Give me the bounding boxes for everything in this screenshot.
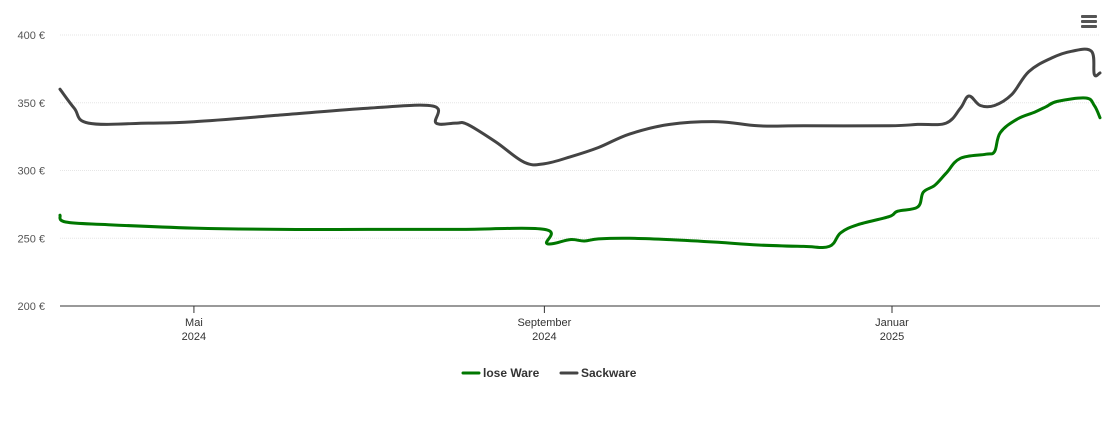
y-tick-label: 300 € — [17, 166, 45, 178]
gridlines — [60, 34, 1100, 239]
legend-label: lose Ware — [483, 366, 540, 380]
y-axis: 200 € 250 € 300 € 350 € 400 € — [17, 30, 45, 313]
x-tick-year: 2024 — [532, 331, 556, 343]
x-tick-year: 2024 — [182, 331, 206, 343]
hamburger-menu-icon[interactable] — [1078, 10, 1100, 32]
legend: lose Ware Sackware — [461, 366, 637, 380]
series-line-lose-ware — [58, 96, 1102, 250]
series-lines — [58, 47, 1102, 250]
y-tick-label: 400 € — [17, 30, 45, 42]
y-tick-label: 350 € — [17, 98, 45, 110]
legend-label: Sackware — [581, 366, 637, 380]
y-tick-label: 200 € — [17, 301, 45, 313]
legend-item[interactable]: lose Ware — [461, 366, 540, 380]
x-tick-month: Mai — [185, 317, 203, 329]
series-line-sackware — [58, 47, 1102, 167]
legend-item[interactable]: Sackware — [559, 366, 637, 380]
x-tick-month: September — [517, 317, 571, 329]
y-tick-label: 250 € — [17, 233, 45, 245]
x-tick-year: 2025 — [880, 331, 904, 343]
x-tick-month: Januar — [875, 317, 909, 329]
x-axis: Mai 2024 September 2024 Januar 2025 — [60, 305, 1100, 343]
